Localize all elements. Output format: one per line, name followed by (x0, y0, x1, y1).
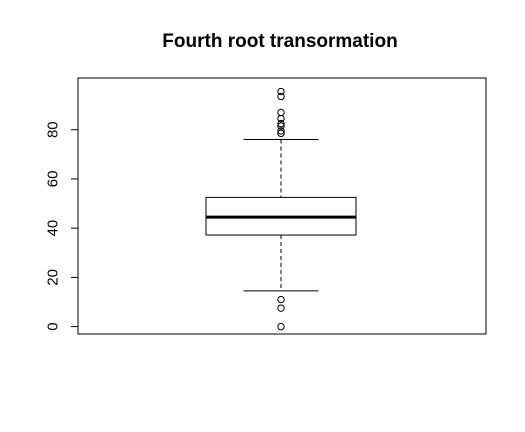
y-axis: 0 20 40 60 80 (45, 121, 79, 331)
outlier-point (277, 108, 285, 117)
y-tick-label: 80 (45, 121, 62, 138)
outlier-point (277, 295, 285, 304)
plot-frame (77, 77, 487, 335)
outlier-point (277, 322, 285, 331)
outlier-point (277, 122, 285, 130)
outlier-point (277, 87, 285, 96)
y-tick-label: 0 (45, 322, 62, 330)
outlier-point (277, 304, 285, 312)
outlier-point (277, 92, 285, 101)
outlier-point (277, 129, 285, 138)
outlier-point (277, 119, 285, 128)
y-tick-label: 40 (45, 220, 62, 237)
chart-title: Fourth root transormation (162, 31, 397, 52)
y-tick-label: 60 (45, 171, 62, 188)
outlier-point (277, 127, 285, 135)
y-tick-label: 20 (45, 269, 62, 286)
box-plot (205, 87, 357, 331)
outlier-point (277, 114, 285, 123)
